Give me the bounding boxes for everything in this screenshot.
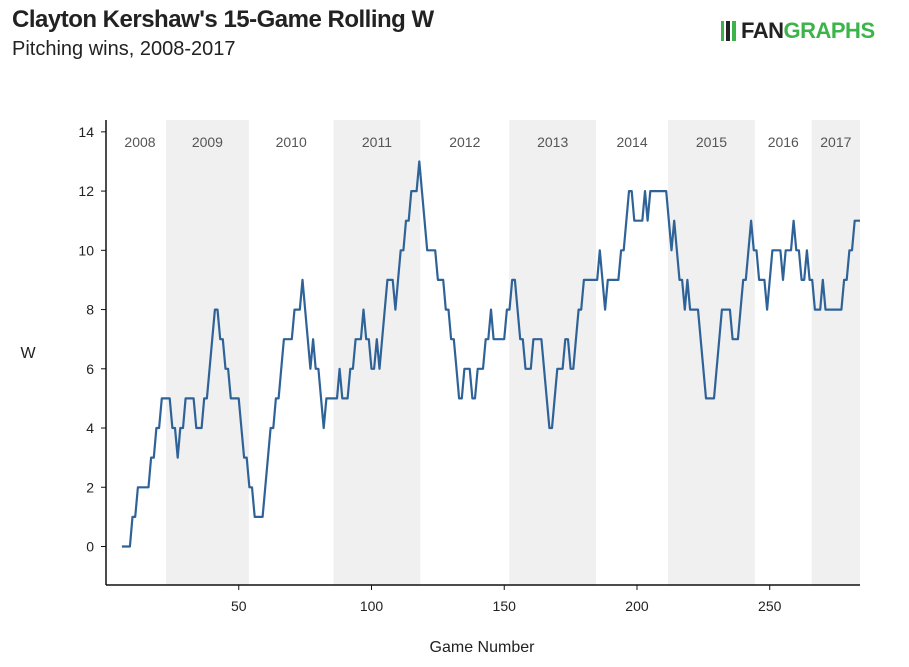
- chart-title: Clayton Kershaw's 15-Game Rolling W: [12, 6, 434, 33]
- y-tick-label: 0: [86, 538, 94, 554]
- chart-subtitle: Pitching wins, 2008-2017: [12, 38, 236, 60]
- y-tick-label: 8: [86, 302, 94, 318]
- axes: 0 2 4 6 8 10 12 14 50 100 150 200 250: [78, 120, 860, 614]
- season-label-2013: 2013: [537, 134, 568, 150]
- season-band-2015: [668, 120, 755, 585]
- season-label-2017: 2017: [820, 134, 851, 150]
- season-band-2013: [509, 120, 597, 585]
- x-axis-label: Game Number: [430, 639, 536, 656]
- season-label-2009: 2009: [192, 134, 223, 150]
- fangraphs-logo: FAN GRAPHS: [721, 18, 875, 44]
- x-tick-label: 250: [758, 598, 782, 614]
- season-band-2009: [166, 120, 249, 585]
- y-tick-label: 6: [86, 361, 94, 377]
- season-label-2008: 2008: [124, 134, 155, 150]
- season-label-2016: 2016: [768, 134, 799, 150]
- logo-text: FAN: [741, 18, 784, 43]
- season-label-2015: 2015: [696, 134, 727, 150]
- y-tick-label: 10: [78, 242, 94, 258]
- y-tick-label: 2: [86, 479, 94, 495]
- x-tick-label: 200: [625, 598, 649, 614]
- logo-mark-icon: [721, 21, 739, 41]
- y-axis-label: W: [20, 345, 36, 362]
- x-tick-label: 50: [231, 598, 247, 614]
- season-label-2014: 2014: [616, 134, 647, 150]
- rolling-w-line: [121, 160, 860, 548]
- season-labels: 2008 2009 2010 2011 2012 2013 2014 2015 2016 2017: [124, 134, 851, 150]
- y-tick-label: 12: [78, 183, 94, 199]
- season-label-2010: 2010: [276, 134, 307, 150]
- y-tick-label: 4: [86, 420, 94, 436]
- season-label-2011: 2011: [362, 134, 392, 150]
- season-band-2017: [811, 120, 860, 585]
- x-tick-label: 100: [360, 598, 384, 614]
- season-bands: [166, 120, 860, 585]
- season-label-2012: 2012: [449, 134, 480, 150]
- y-tick-label: 14: [78, 124, 94, 140]
- x-tick-label: 150: [493, 598, 517, 614]
